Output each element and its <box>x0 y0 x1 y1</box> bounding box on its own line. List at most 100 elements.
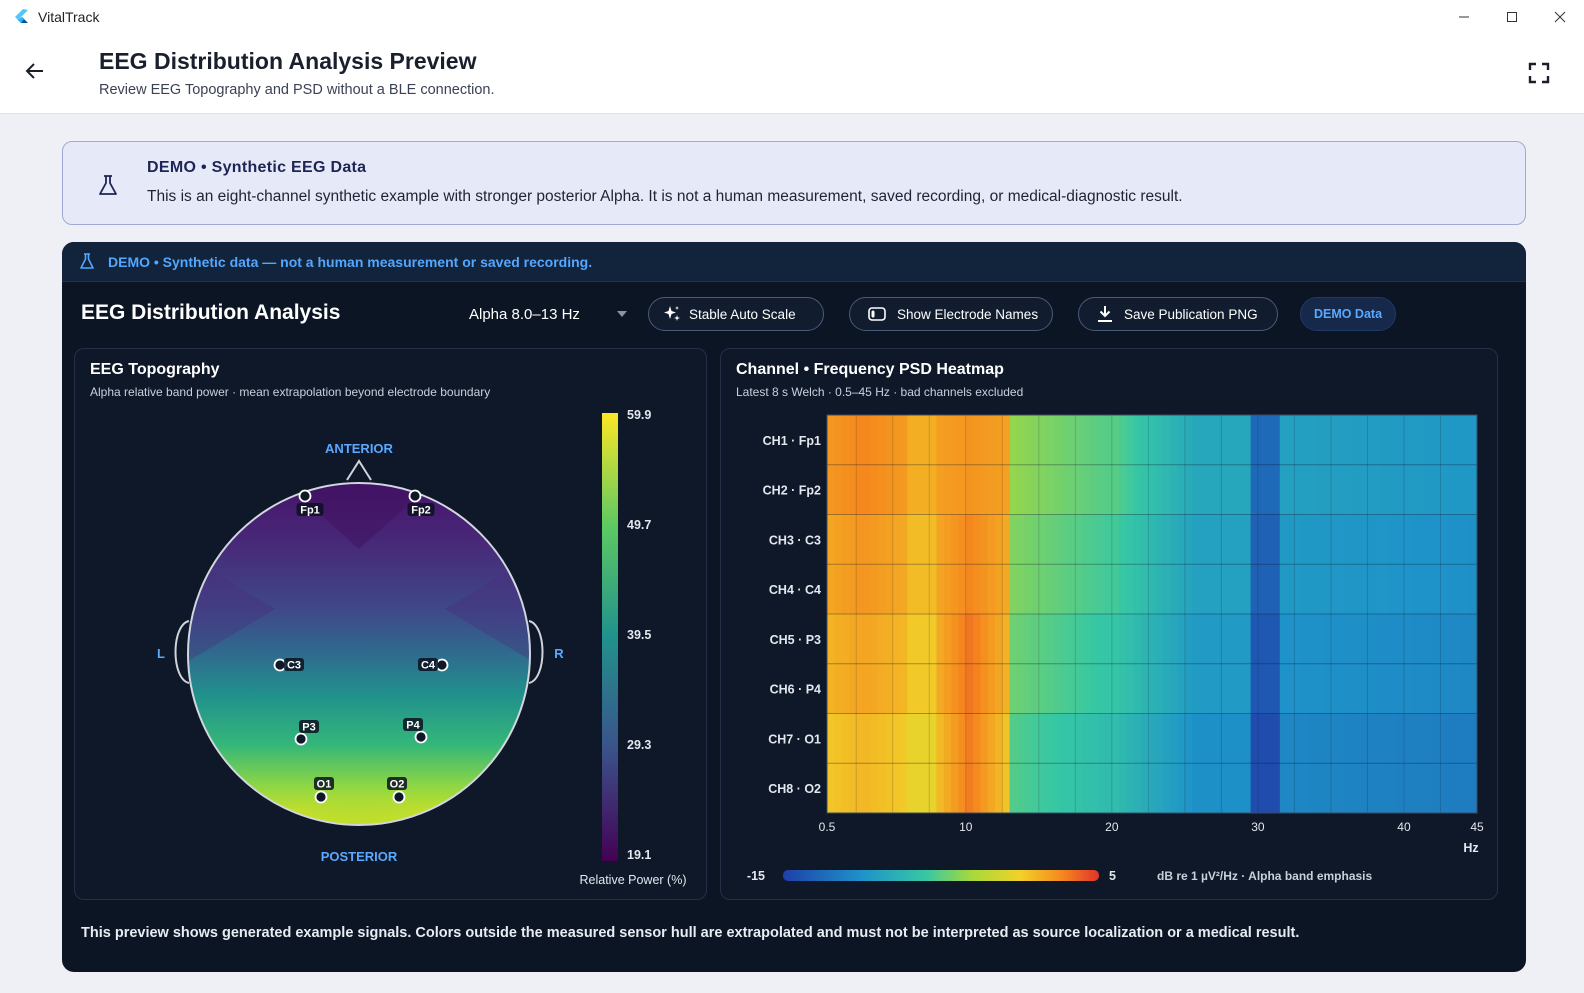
heatmap-cell <box>980 564 989 615</box>
heatmap-cell <box>1243 415 1251 466</box>
heatmap-cell <box>936 663 945 714</box>
heatmap-cell <box>1031 514 1040 565</box>
heatmap-cell <box>1309 415 1317 466</box>
heatmap-cell <box>921 564 930 615</box>
heatmap-cell <box>1192 713 1200 764</box>
heatmap-cell <box>1382 415 1390 466</box>
electrode-label: Fp1 <box>300 505 320 517</box>
electrode-label: O1 <box>317 779 332 791</box>
heatmap-cell <box>900 713 908 764</box>
heatmap-cell <box>1119 564 1127 615</box>
left-ear <box>174 620 190 684</box>
heatmap-cell <box>827 614 835 665</box>
heatmap-cell <box>1382 763 1390 814</box>
electrode-fp1[interactable]: Fp1 <box>296 489 324 517</box>
heatmap-cell <box>1141 663 1149 714</box>
heatmap-cell <box>1272 663 1281 714</box>
heatmap-cell <box>1141 464 1149 515</box>
heatmap-cell <box>1170 415 1178 466</box>
heatmap-cell <box>1089 564 1098 615</box>
heatmap-cell <box>841 564 850 615</box>
heatmap-cell <box>1330 415 1339 466</box>
heatmap-cell <box>1177 663 1186 714</box>
heatmap-cell <box>892 415 901 466</box>
heatmap-cell <box>841 415 850 466</box>
heatmap-cell <box>1002 564 1010 615</box>
heatmap-cell <box>994 464 1003 515</box>
heatmap-cell <box>1382 614 1390 665</box>
heatmap-cell <box>1038 514 1047 565</box>
heatmap-cell <box>1148 663 1157 714</box>
heatmap-cell <box>892 614 901 665</box>
fullscreen-icon[interactable] <box>1528 62 1550 84</box>
heatmap-cell <box>1411 763 1419 814</box>
electrode-p3[interactable]: P3 <box>294 720 320 746</box>
heatmap-cell <box>1053 564 1062 615</box>
heatmap-cell <box>1082 763 1091 814</box>
heatmap-cell <box>1119 763 1127 814</box>
heatmap-cell <box>856 415 864 466</box>
back-button[interactable] <box>22 58 48 84</box>
head-outline <box>187 482 531 826</box>
heatmap-cell <box>1235 713 1244 764</box>
heatmap-cell <box>1345 464 1354 515</box>
maximize-button[interactable] <box>1488 0 1536 34</box>
heatmap-cell <box>1068 415 1076 466</box>
heatmap-cell <box>1119 663 1127 714</box>
heatmap-cell <box>936 763 945 814</box>
heatmap-cell <box>1301 663 1310 714</box>
heatmap-cell <box>863 713 872 764</box>
heatmap-cell <box>1162 713 1171 764</box>
topography-colorbar <box>602 413 618 861</box>
heatmap-cell <box>1316 464 1325 515</box>
heatmap-frame <box>826 414 1478 814</box>
electrode-c4[interactable]: C4 <box>418 658 449 672</box>
heatmap-cell <box>958 614 967 665</box>
heatmap-cell <box>834 464 842 515</box>
heatmap-cell <box>1374 663 1383 714</box>
electrode-c3[interactable]: C3 <box>273 658 305 672</box>
heatmap-cell <box>1162 514 1171 565</box>
heatmap-cell <box>1002 713 1010 764</box>
heatmap-cell <box>1199 614 1208 665</box>
heatmap-cell <box>1082 614 1091 665</box>
heatmap-cell <box>987 514 996 565</box>
heatmap-cell <box>1389 464 1398 515</box>
left-label: L <box>157 646 165 661</box>
heatmap-cell <box>1382 663 1390 714</box>
heatmap-cell <box>1206 464 1215 515</box>
heatmap-cell <box>885 663 894 714</box>
heatmap-cell <box>1323 763 1332 814</box>
save-publication-png-button[interactable]: Save Publication PNG <box>1078 297 1278 331</box>
electrode-fp2[interactable]: Fp2 <box>407 489 435 517</box>
heatmap-cell <box>1447 713 1456 764</box>
electrode-o2[interactable]: O2 <box>387 777 407 804</box>
heatmap-cell <box>1133 663 1142 714</box>
heatmap-cell <box>1243 614 1251 665</box>
close-button[interactable] <box>1536 0 1584 34</box>
heatmap-cell <box>1374 614 1383 665</box>
electrode-p4[interactable]: P4 <box>403 718 428 744</box>
heatmap-cell <box>1133 614 1142 665</box>
heatmap-cell <box>1265 763 1273 814</box>
colorbar-tick: 29.3 <box>627 738 651 752</box>
heatmap-cell <box>1433 763 1441 814</box>
stable-auto-scale-button[interactable]: Stable Auto Scale <box>648 297 824 331</box>
band-select[interactable]: Alpha 8.0–13 Hz <box>467 297 627 331</box>
heatmap-cell <box>1104 464 1113 515</box>
heatmap-cell <box>980 763 989 814</box>
heatmap-cell <box>951 514 959 565</box>
app-logo-icon <box>15 9 28 23</box>
minimize-button[interactable] <box>1440 0 1488 34</box>
heatmap-cell <box>1148 464 1157 515</box>
show-electrode-names-button[interactable]: Show Electrode Names <box>849 297 1053 331</box>
heatmap-cell <box>1367 663 1376 714</box>
heatmap-cell <box>1403 763 1412 814</box>
heatmap-cell <box>1148 514 1157 565</box>
heatmap-cell <box>1403 564 1412 615</box>
heatmap-cell <box>1425 514 1434 565</box>
heatmap-cell <box>1206 564 1215 615</box>
electrode-o1[interactable]: O1 <box>314 777 334 804</box>
heatmap-cell <box>1082 663 1091 714</box>
heatmap-cell <box>1104 415 1113 466</box>
